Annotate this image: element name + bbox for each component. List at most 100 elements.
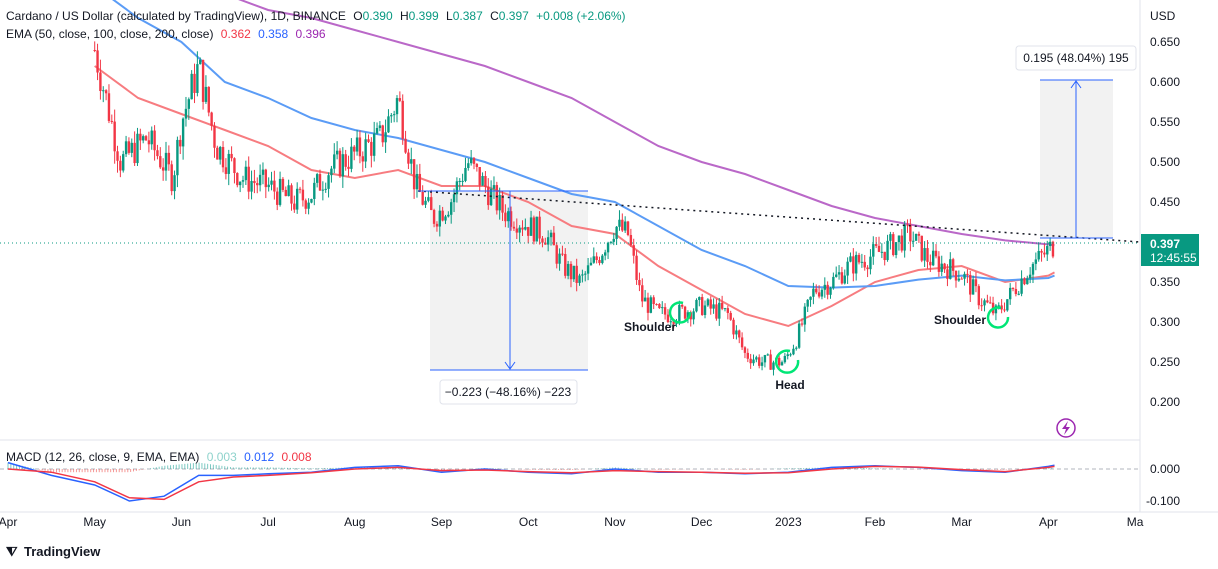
macd-tick-1: -0.100 (1146, 494, 1180, 508)
candle-body (1023, 278, 1026, 285)
candle-body (381, 125, 384, 143)
candle-body (509, 211, 513, 227)
candle-body (566, 263, 570, 276)
candle-body (575, 265, 578, 283)
candle-body (832, 276, 835, 289)
neckline[interactable] (417, 190, 1141, 243)
open-value: 0.390 (362, 9, 393, 23)
candle-body (415, 173, 419, 190)
macd-title: MACD (12, 26, close, 9, EMA, EMA) (6, 450, 200, 464)
candle-body (107, 93, 111, 121)
candle-body (102, 90, 105, 92)
candle-body (555, 245, 558, 264)
candle-body (729, 312, 732, 320)
macd-signal-line[interactable] (7, 465, 1055, 501)
measure-up-arrowhead (1070, 80, 1082, 89)
time-tick: Apr (0, 515, 17, 529)
ema-line-100[interactable] (95, 0, 1055, 289)
lightning-bolt-icon (1062, 421, 1070, 435)
candle-body (159, 156, 162, 168)
macd-legend[interactable]: MACD (12, 26, close, 9, EMA, EMA) 0.003 … (6, 449, 316, 465)
ema-title: EMA (50, close, 100, close, 200, close) (6, 27, 214, 41)
candle-body (712, 304, 715, 309)
candle-body (372, 133, 376, 156)
candle-body (438, 210, 441, 227)
symbol-legend[interactable]: Cardano / US Dollar (calculated by Tradi… (6, 8, 630, 24)
macd-lines (7, 461, 1055, 502)
candle-body (943, 263, 946, 270)
time-axis[interactable]: Apr May Jun Jul Aug Sep Oct Nov Dec 2023 Feb Mar Apr… (0, 515, 1144, 529)
candle-body (412, 159, 416, 190)
candle-body (586, 265, 590, 274)
high-value: 0.399 (408, 9, 439, 23)
candle-body (161, 167, 165, 171)
ema200-value: 0.396 (295, 27, 326, 41)
candle-body (977, 286, 981, 306)
lightning-icon[interactable] (1056, 418, 1076, 438)
time-tick: Ma (1127, 515, 1144, 529)
candle-body (469, 158, 473, 164)
candle-body (635, 255, 638, 280)
ema-legend[interactable]: EMA (50, close, 100, close, 200, close) … (6, 26, 330, 42)
price-tick: 0.600 (1150, 75, 1180, 89)
macd-tick-0: 0.000 (1150, 462, 1180, 476)
ema-line-50[interactable] (94, 65, 1055, 328)
candle-body (777, 357, 781, 366)
candle-body (618, 219, 621, 227)
candle-body (518, 227, 521, 233)
candle-body (318, 174, 322, 191)
price-tick: 0.350 (1150, 275, 1180, 289)
candle-body (589, 262, 593, 266)
candle-body (218, 146, 222, 160)
candle-body (649, 297, 653, 313)
candle-body (569, 263, 573, 280)
candle-body (333, 154, 336, 169)
candle-body (1017, 293, 1020, 295)
candle-body (578, 275, 581, 283)
candle-body (829, 288, 832, 295)
price-axis[interactable]: 0.6500.6000.5500.5000.4500.4000.3500.300… (1150, 35, 1180, 409)
candle-body (840, 272, 844, 284)
candle-body (969, 274, 972, 295)
ema-line-200[interactable] (95, 0, 1055, 247)
candle-body (892, 234, 895, 256)
candle-body (666, 314, 670, 323)
candle-body (498, 194, 501, 211)
shoulder-left-label: Shoulder (624, 320, 676, 334)
candle-body (435, 223, 439, 227)
candle-body (706, 299, 710, 306)
candle-body (330, 168, 333, 176)
tradingview-logo-text: TradingView (24, 544, 101, 559)
candle-body (350, 146, 353, 169)
candle-body (136, 133, 139, 164)
candle-body (179, 139, 182, 147)
candle-body (723, 308, 727, 310)
candle-body (315, 174, 319, 183)
candle-body (489, 188, 493, 206)
candle-body (201, 59, 205, 102)
candle-body (544, 242, 547, 245)
tradingview-logo[interactable]: ⧨ TradingView (6, 544, 100, 560)
candle-body (800, 323, 804, 325)
candle-body (735, 330, 738, 335)
candle-body (812, 288, 815, 297)
candle-body (980, 305, 983, 307)
candle-body (601, 255, 604, 264)
currency-label: USD (1150, 9, 1176, 23)
candle-body (700, 297, 704, 316)
candle-body (709, 299, 712, 309)
candle-body (307, 202, 310, 209)
candle-body (994, 305, 998, 314)
candle-body (1000, 305, 1003, 310)
candle-body (920, 235, 923, 261)
candle-body (227, 153, 230, 174)
time-tick: Mar (951, 515, 972, 529)
candle-body (432, 210, 436, 224)
candle-body (1051, 241, 1055, 257)
candle-body (951, 259, 955, 271)
time-tick: Aug (344, 515, 365, 529)
candle-body (327, 175, 330, 189)
candle-body (894, 242, 898, 256)
candle-body (931, 250, 935, 266)
